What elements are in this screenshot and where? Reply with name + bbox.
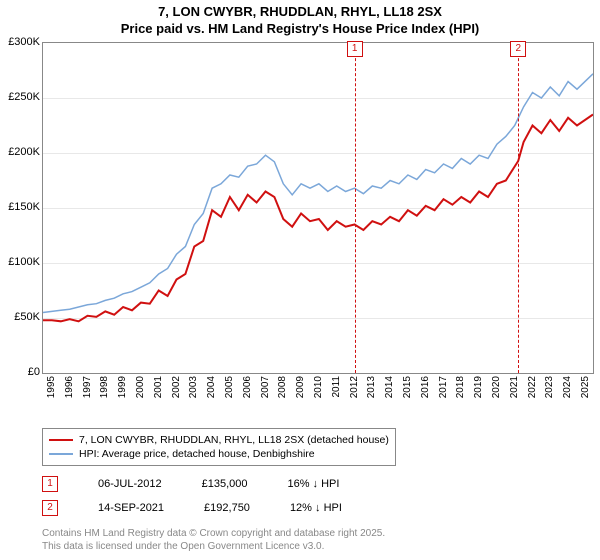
- chart-container: £0 £50K £100K £150K £200K £250K £300K 1995 1996…: [0, 36, 600, 424]
- footer-text: Contains HM Land Registry data © Crown c…: [42, 528, 385, 553]
- x-axis-label: 2016: [420, 376, 431, 398]
- y-axis-label: £250K: [8, 91, 40, 103]
- x-axis-label: 2018: [455, 376, 466, 398]
- legend-label: HPI: Average price, detached house, Denb…: [79, 448, 315, 460]
- x-axis-label: 2010: [313, 376, 324, 398]
- legend-item: HPI: Average price, detached house, Denb…: [49, 447, 389, 461]
- x-axis-label: 2007: [260, 376, 271, 398]
- x-axis-label: 2003: [188, 376, 199, 398]
- chart-title-line2: Price paid vs. HM Land Registry's House …: [0, 21, 600, 36]
- series-line: [43, 74, 593, 313]
- x-axis-label: 2004: [206, 376, 217, 398]
- chart-svg: [43, 43, 593, 373]
- event-marker-badge: 2: [510, 41, 526, 57]
- legend-swatch: [49, 439, 73, 441]
- x-axis-label: 2009: [295, 376, 306, 398]
- x-axis-label: 2021: [509, 376, 520, 398]
- x-axis-label: 2015: [402, 376, 413, 398]
- x-axis-label: 1995: [46, 376, 57, 398]
- x-axis-label: 2017: [438, 376, 449, 398]
- x-axis-label: 2023: [544, 376, 555, 398]
- legend-swatch: [49, 453, 73, 455]
- x-axis-label: 2025: [580, 376, 591, 398]
- x-axis-label: 2012: [349, 376, 360, 398]
- x-axis-label: 2000: [135, 376, 146, 398]
- x-axis-label: 2006: [242, 376, 253, 398]
- y-axis-label: £50K: [14, 311, 40, 323]
- marker-row: 1 06-JUL-2012 £135,000 16% ↓ HPI: [42, 476, 339, 492]
- y-axis-label: £300K: [8, 36, 40, 48]
- event-marker-badge: 1: [347, 41, 363, 57]
- x-axis-label: 1997: [82, 376, 93, 398]
- x-axis-label: 2014: [384, 376, 395, 398]
- marker-delta: 12% ↓ HPI: [290, 502, 342, 514]
- legend-item: 7, LON CWYBR, RHUDDLAN, RHYL, LL18 2SX (…: [49, 433, 389, 447]
- x-axis-label: 1999: [117, 376, 128, 398]
- legend: 7, LON CWYBR, RHUDDLAN, RHYL, LL18 2SX (…: [42, 428, 396, 466]
- y-axis-label: £0: [28, 366, 40, 378]
- plot-area: 12: [42, 42, 594, 374]
- x-axis-label: 1996: [64, 376, 75, 398]
- footer-line1: Contains HM Land Registry data © Crown c…: [42, 528, 385, 541]
- x-axis-label: 2011: [331, 376, 342, 398]
- chart-title-line1: 7, LON CWYBR, RHUDDLAN, RHYL, LL18 2SX: [0, 4, 600, 19]
- x-axis-label: 2001: [153, 376, 164, 398]
- x-axis-label: 2008: [277, 376, 288, 398]
- marker-badge: 2: [42, 500, 58, 516]
- event-marker-line: [518, 43, 519, 373]
- series-line: [43, 115, 593, 322]
- x-axis-label: 2020: [491, 376, 502, 398]
- x-axis-label: 2022: [527, 376, 538, 398]
- x-axis-label: 2013: [366, 376, 377, 398]
- x-axis-label: 2024: [562, 376, 573, 398]
- marker-date: 14-SEP-2021: [98, 502, 164, 514]
- marker-badge: 1: [42, 476, 58, 492]
- marker-delta: 16% ↓ HPI: [287, 478, 339, 490]
- legend-label: 7, LON CWYBR, RHUDDLAN, RHYL, LL18 2SX (…: [79, 434, 389, 446]
- marker-date: 06-JUL-2012: [98, 478, 162, 490]
- y-axis-label: £200K: [8, 146, 40, 158]
- y-axis-label: £150K: [8, 201, 40, 213]
- marker-row: 2 14-SEP-2021 £192,750 12% ↓ HPI: [42, 500, 342, 516]
- marker-price: £135,000: [202, 478, 248, 490]
- footer-line2: This data is licensed under the Open Gov…: [42, 541, 385, 554]
- x-axis-label: 2002: [171, 376, 182, 398]
- marker-price: £192,750: [204, 502, 250, 514]
- event-marker-line: [355, 43, 356, 373]
- y-axis-label: £100K: [8, 256, 40, 268]
- x-axis-label: 1998: [99, 376, 110, 398]
- x-axis-label: 2019: [473, 376, 484, 398]
- x-axis-label: 2005: [224, 376, 235, 398]
